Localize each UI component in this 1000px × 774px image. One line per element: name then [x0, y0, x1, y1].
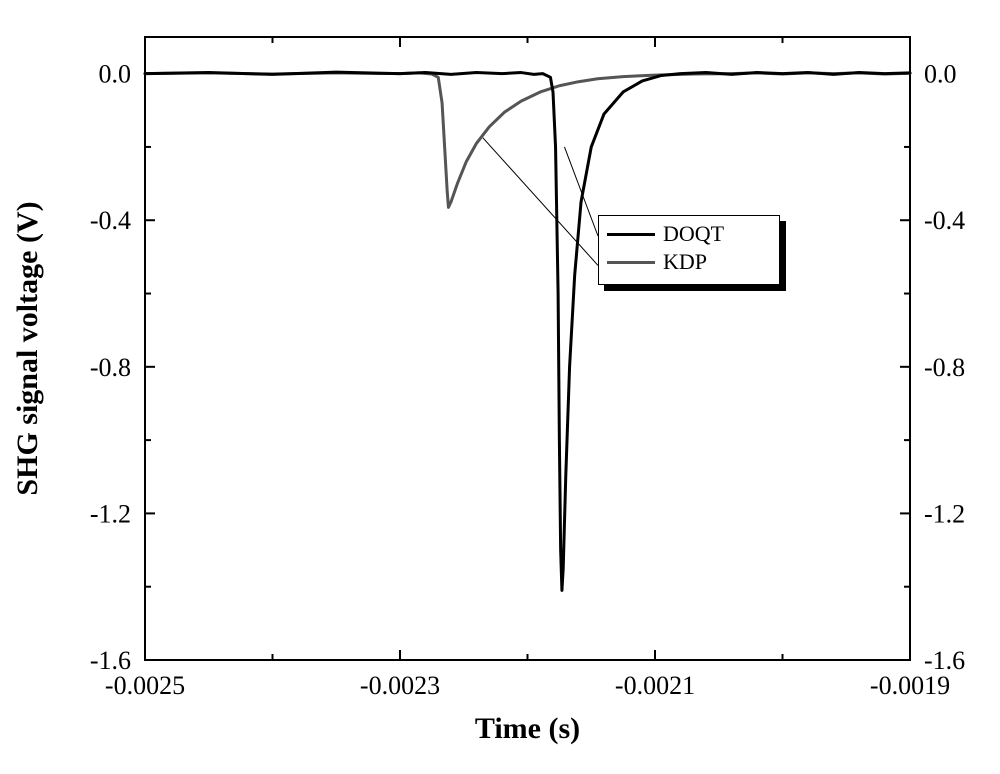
legend-item-doqt: DOQT [607, 220, 771, 248]
shg-chart: -0.0025 -0.0023 -0.0021 -0.0019 0.0 0.0 -0.4 -0… [0, 0, 1000, 774]
legend: DOQT KDP [598, 215, 780, 285]
svg-text:-0.0025: -0.0025 [105, 671, 185, 700]
svg-text:0.0: 0.0 [99, 60, 132, 89]
svg-text:-0.0019: -0.0019 [870, 671, 950, 700]
legend-label-doqt: DOQT [663, 221, 724, 247]
svg-text:-1.2: -1.2 [90, 499, 131, 528]
svg-text:SHG signal voltage (V): SHG signal voltage (V) [11, 201, 44, 495]
legend-swatch-kdp [607, 261, 655, 264]
svg-text:-0.8: -0.8 [924, 353, 965, 382]
chart-svg: -0.0025 -0.0023 -0.0021 -0.0019 0.0 0.0 -0.4 -0… [0, 0, 1000, 774]
svg-text:-0.4: -0.4 [924, 206, 965, 235]
svg-text:-0.4: -0.4 [90, 206, 131, 235]
svg-text:-0.8: -0.8 [90, 353, 131, 382]
svg-text:0.0: 0.0 [924, 60, 957, 89]
svg-text:-0.0021: -0.0021 [615, 671, 695, 700]
svg-text:-0.0023: -0.0023 [360, 671, 440, 700]
legend-swatch-doqt [607, 233, 655, 236]
svg-text:-1.6: -1.6 [90, 646, 131, 675]
legend-label-kdp: KDP [663, 249, 707, 275]
svg-text:-1.2: -1.2 [924, 499, 965, 528]
legend-item-kdp: KDP [607, 248, 771, 276]
svg-text:Time (s): Time (s) [475, 712, 580, 745]
svg-text:-1.6: -1.6 [924, 646, 965, 675]
